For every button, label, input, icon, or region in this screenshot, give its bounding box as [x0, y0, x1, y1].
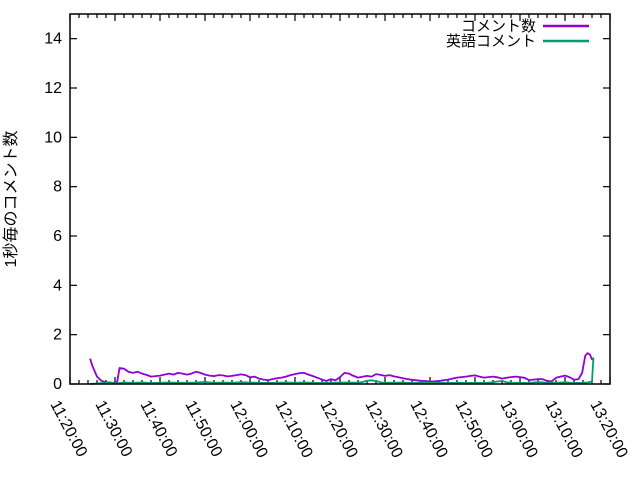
legend-label: 英語コメント	[446, 32, 536, 50]
x-tick-label: 12:50:00	[451, 398, 495, 461]
y-tick-label: 14	[44, 31, 62, 48]
y-tick-label: 10	[44, 129, 62, 146]
series-line-1	[89, 357, 595, 385]
x-tick-label: 13:20:00	[586, 398, 630, 461]
y-tick-label: 4	[53, 277, 62, 294]
y-tick-label: 6	[53, 228, 62, 245]
x-tick-label: 12:20:00	[316, 398, 360, 461]
x-tick-label: 11:30:00	[91, 398, 135, 460]
series-line-0	[89, 352, 593, 384]
x-tick-label: 11:40:00	[136, 398, 180, 460]
y-tick-label: 12	[44, 80, 62, 97]
legend-label: コメント数	[461, 18, 536, 35]
x-tick-label: 11:20:00	[46, 398, 90, 460]
y-tick-label: 0	[53, 376, 62, 393]
x-tick-label: 12:30:00	[361, 398, 405, 461]
x-tick-label: 13:00:00	[496, 398, 540, 461]
x-tick-label: 12:10:00	[271, 398, 315, 461]
x-tick-label: 12:40:00	[406, 398, 450, 461]
x-tick-label: 13:10:00	[541, 398, 585, 461]
plot-border	[69, 13, 611, 385]
y-tick-label: 8	[53, 179, 62, 196]
y-tick-label: 2	[53, 327, 62, 344]
x-tick-label: 11:50:00	[181, 398, 225, 460]
y-axis-title: 1秒毎のコメント数	[2, 131, 20, 268]
x-tick-label: 12:00:00	[226, 398, 270, 461]
